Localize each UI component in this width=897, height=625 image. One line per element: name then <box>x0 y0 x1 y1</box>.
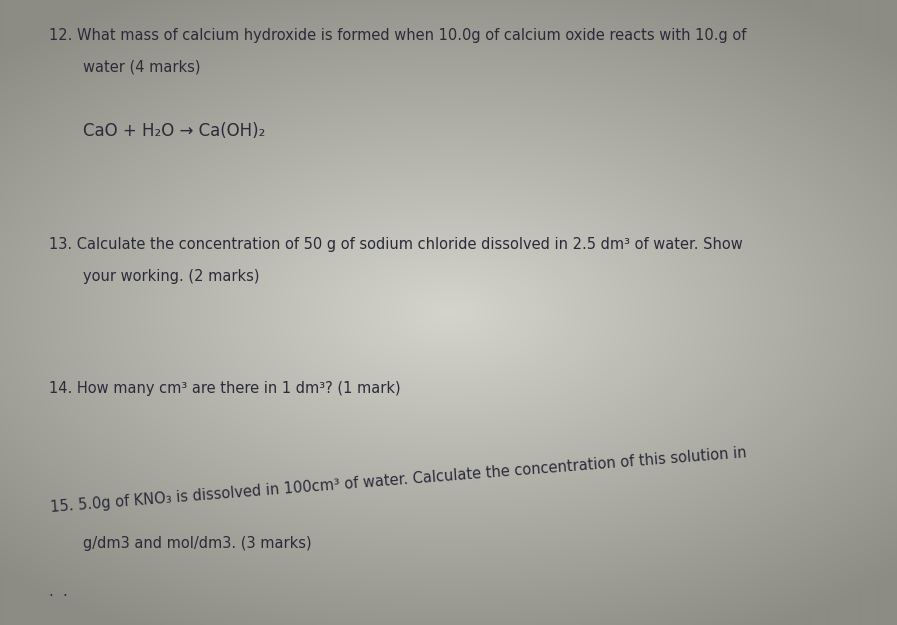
Text: 13. Calculate the concentration of 50 g of sodium chloride dissolved in 2.5 dm³ : 13. Calculate the concentration of 50 g … <box>49 238 743 252</box>
Text: 14. How many cm³ are there in 1 dm³? (1 mark): 14. How many cm³ are there in 1 dm³? (1 … <box>49 381 401 396</box>
Text: 12. What mass of calcium hydroxide is formed when 10.0g of calcium oxide reacts : 12. What mass of calcium hydroxide is fo… <box>49 28 746 43</box>
Text: .  .: . . <box>49 584 68 599</box>
Text: water (4 marks): water (4 marks) <box>83 59 201 74</box>
Text: g/dm3 and mol/dm3. (3 marks): g/dm3 and mol/dm3. (3 marks) <box>83 536 312 551</box>
Text: your working. (2 marks): your working. (2 marks) <box>83 269 260 284</box>
Text: 15. 5.0g of KNO₃ is dissolved in 100cm³ of water. Calculate the concentration of: 15. 5.0g of KNO₃ is dissolved in 100cm³ … <box>49 445 746 515</box>
Text: CaO + H₂O → Ca(OH)₂: CaO + H₂O → Ca(OH)₂ <box>83 122 266 140</box>
